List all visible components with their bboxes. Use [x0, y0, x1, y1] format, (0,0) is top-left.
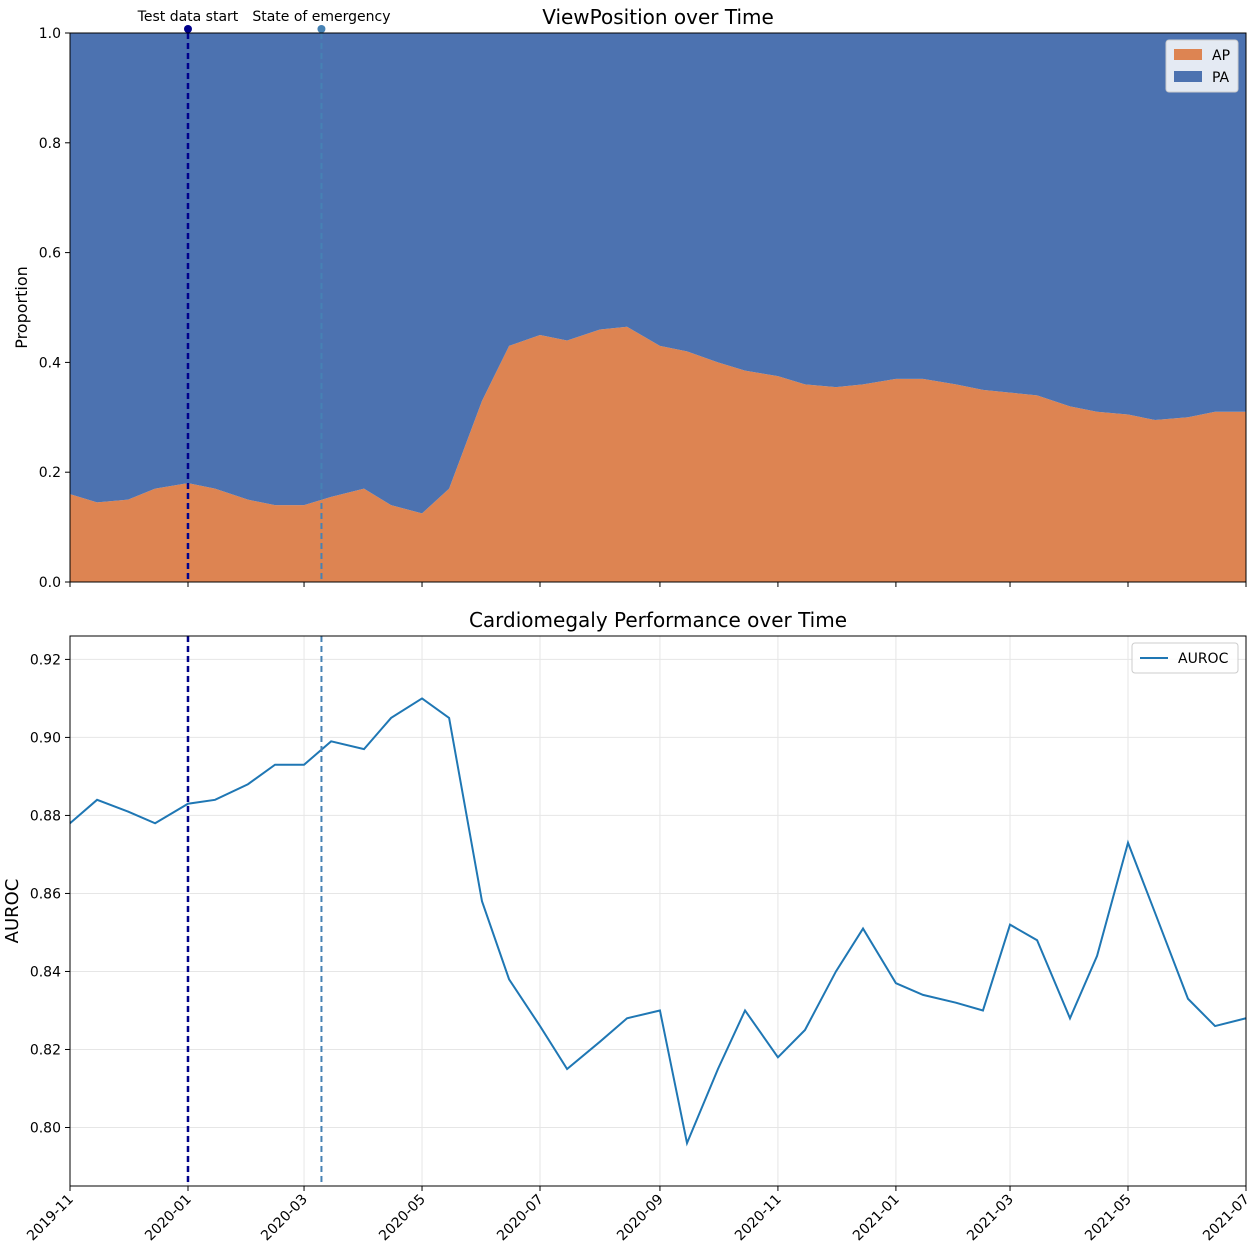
x-tick-label: 2019-11 [24, 1192, 77, 1245]
legend-box [1131, 642, 1239, 674]
x-tick-label: 2020-05 [376, 1192, 429, 1245]
y-tick-label: 0.92 [30, 652, 61, 668]
y-axis-label: Proportion [12, 266, 31, 349]
y-tick-label: 0.82 [30, 1042, 61, 1058]
event-marker [317, 25, 326, 33]
event-marker [183, 25, 192, 33]
x-tick-label: 2021-03 [964, 1192, 1017, 1245]
line [69, 697, 1247, 1147]
legend-label: PA [1212, 70, 1230, 86]
legend-swatch [1174, 71, 1202, 82]
chart-title: Cardiomegaly Performance over Time [469, 608, 847, 632]
y-tick-label: 0.2 [39, 465, 61, 481]
x-tick-label: 2021-05 [1082, 1192, 1135, 1245]
y-tick-label: 0.80 [30, 1120, 61, 1136]
legend-label: AUROC [1178, 651, 1229, 667]
y-tick-label: 0.8 [39, 136, 61, 152]
x-tick-label: 2020-01 [142, 1192, 195, 1245]
event-label: State of emergency [252, 9, 390, 25]
y-tick-label: 0.90 [30, 730, 61, 746]
x-tick-label: 2020-03 [258, 1192, 311, 1245]
y-tick-label: 0.84 [30, 964, 61, 980]
x-tick-label: 2020-11 [732, 1192, 785, 1245]
plot-frame [69, 32, 1247, 583]
plot-frame [69, 635, 1247, 1187]
legend-label: AP [1212, 48, 1230, 64]
chart-title: ViewPosition over Time [542, 5, 774, 29]
x-tick-label: 2021-07 [1200, 1192, 1247, 1245]
y-tick-label: 0.88 [30, 808, 61, 824]
y-tick-label: 0.4 [39, 355, 61, 371]
y-tick-label: 0.86 [30, 886, 61, 902]
y-tick-label: 0.6 [39, 246, 61, 262]
x-tick-label: 2020-07 [494, 1192, 547, 1245]
y-tick-label: 0.0 [39, 575, 61, 591]
event-label: Test data start [137, 9, 239, 25]
area [70, 326, 1246, 582]
area [70, 33, 1246, 514]
y-axis-label: AUROC [2, 879, 23, 944]
x-tick-label: 2021-01 [850, 1192, 903, 1245]
legend-swatch [1174, 49, 1202, 60]
x-tick-label: 2020-09 [614, 1192, 667, 1245]
y-tick-label: 1.0 [39, 26, 61, 42]
